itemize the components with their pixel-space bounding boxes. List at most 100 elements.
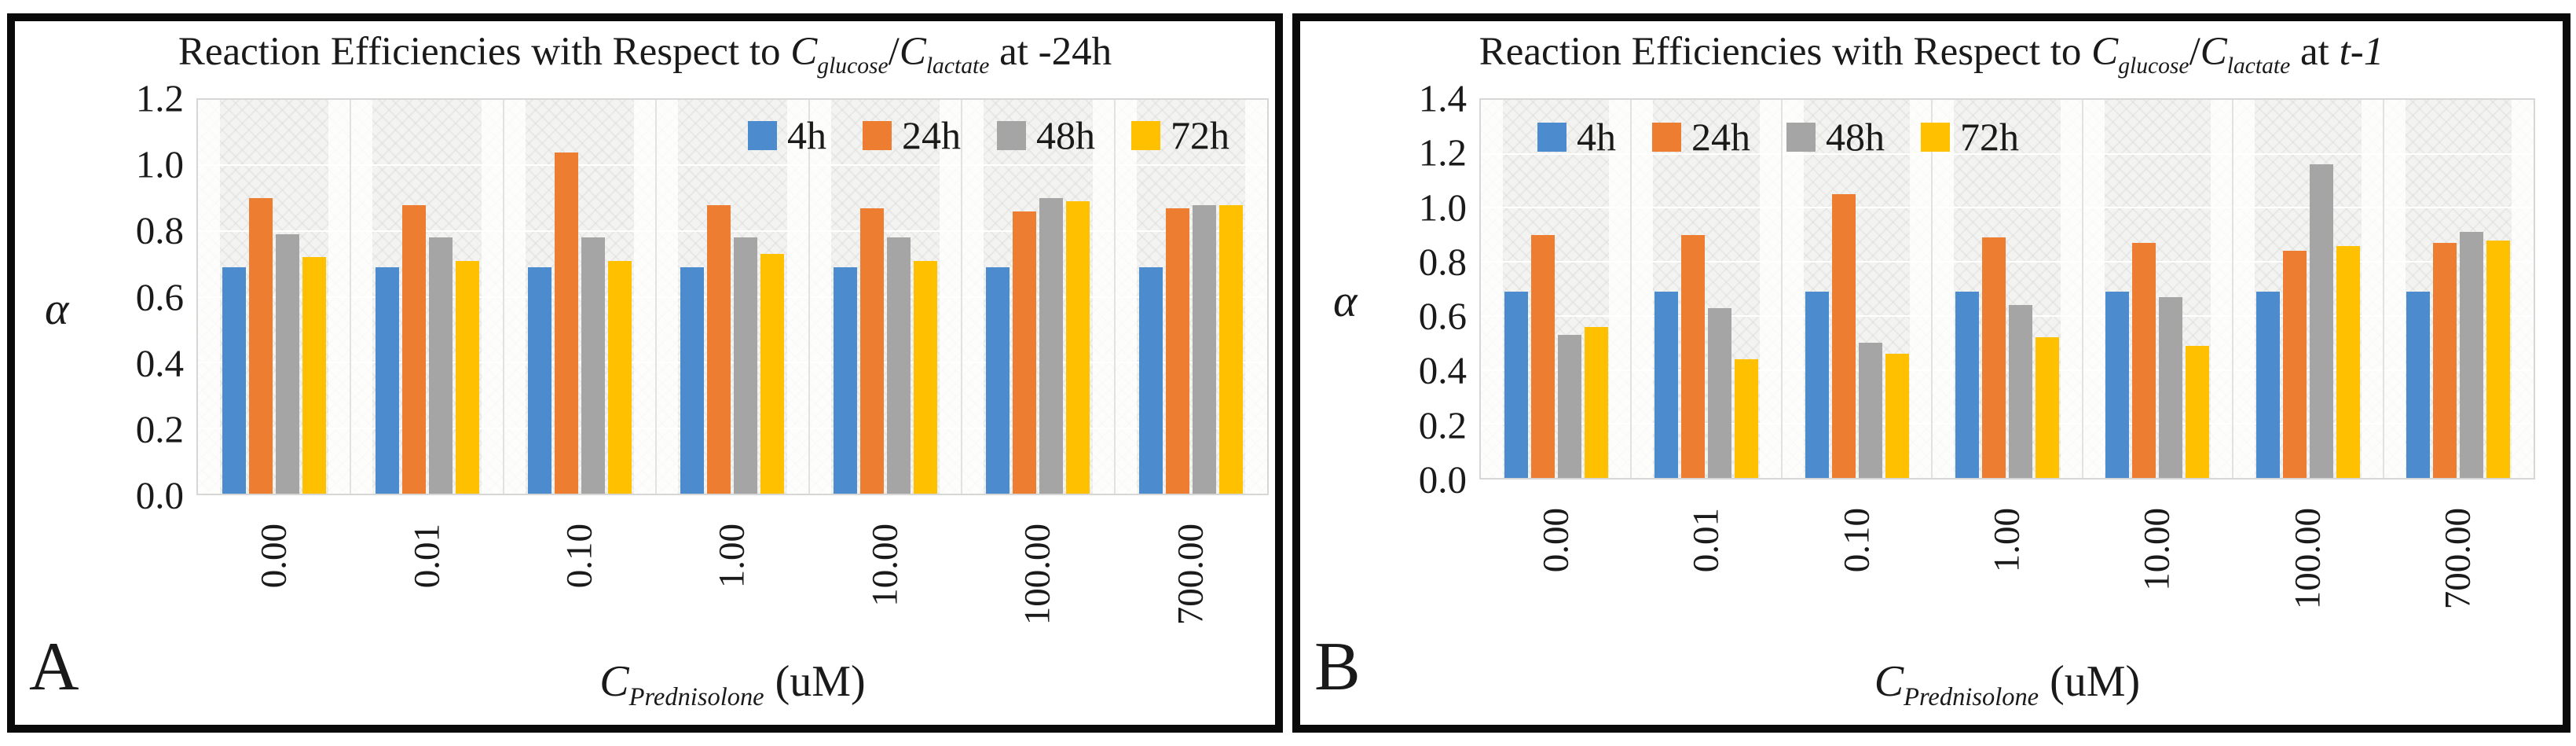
x-axis-title-unit: (uM) bbox=[764, 657, 866, 706]
category-gap-band bbox=[1481, 100, 1503, 478]
bar-48h-10.00 bbox=[2159, 296, 2183, 478]
bar-72h-1.00 bbox=[2035, 337, 2059, 478]
legend-item-72h: 72h bbox=[1131, 116, 1229, 155]
legend-item-48h: 48h bbox=[997, 116, 1095, 155]
gridline-horizontal bbox=[1481, 207, 2534, 209]
bar-group-1.00: 1.00 bbox=[656, 100, 808, 588]
gridline-vertical bbox=[2382, 100, 2384, 478]
x-tick-label: 0.10 bbox=[1836, 508, 1878, 573]
bar-4h-0.00 bbox=[222, 266, 247, 494]
gridline-vertical bbox=[502, 100, 504, 494]
bar-72h-10.00 bbox=[2186, 345, 2210, 478]
x-tick-label: 0.00 bbox=[1535, 508, 1577, 573]
x-tick-label: 1.00 bbox=[1986, 508, 2028, 573]
y-axis-tick-labels: 1.4 1.2 1.0 0.8 0.6 0.4 0.2 0.0 bbox=[1357, 79, 1467, 499]
bar-72h-0.00 bbox=[302, 257, 327, 494]
legend-swatch-48h bbox=[997, 120, 1026, 150]
chart-title: Reaction Efficiencies with Respect to Cg… bbox=[15, 28, 1275, 79]
bar-72h-0.01 bbox=[455, 260, 479, 494]
gridline-vertical bbox=[2081, 100, 2083, 478]
legend-swatch-72h bbox=[1921, 122, 1950, 152]
bar-24h-10.00 bbox=[859, 208, 884, 494]
bar-4h-0.01 bbox=[1654, 291, 1679, 478]
bar-48h-700.00 bbox=[2460, 232, 2484, 478]
bar-24h-100.00 bbox=[2282, 251, 2307, 478]
bar-4h-700.00 bbox=[2406, 291, 2431, 478]
x-tick-label: 700.00 bbox=[2437, 508, 2479, 610]
bar-72h-10.00 bbox=[913, 260, 937, 494]
title-at: at bbox=[989, 30, 1039, 74]
legend-label-24h: 24h bbox=[1691, 115, 1750, 159]
bar-72h-1.00 bbox=[760, 254, 785, 494]
bar-72h-100.00 bbox=[1066, 201, 1090, 494]
legend-label-48h: 48h bbox=[1826, 115, 1885, 159]
legend-item-4h: 4h bbox=[748, 116, 826, 155]
bar-48h-0.00 bbox=[276, 234, 300, 494]
legend-swatch-24h bbox=[863, 120, 892, 150]
bar-4h-0.10 bbox=[528, 266, 552, 494]
bar-48h-1.00 bbox=[2008, 305, 2032, 478]
gridline-vertical bbox=[655, 100, 658, 494]
bar-group-0.10: 0.10 bbox=[1782, 100, 1932, 572]
bar-24h-1.00 bbox=[707, 204, 731, 494]
bar-group-100.00: 100.00 bbox=[962, 100, 1114, 625]
legend-item-4h: 4h bbox=[1537, 117, 1616, 156]
bar-4h-1.00 bbox=[1955, 291, 1979, 478]
panel-a: Reaction Efficiencies with Respect to Cg… bbox=[7, 13, 1283, 733]
bar-group-0.01: 0.01 bbox=[1631, 100, 1781, 572]
x-tick-label: 700.00 bbox=[1170, 524, 1211, 626]
y-tick-label: 1.4 bbox=[1418, 76, 1467, 120]
x-axis-title-subscript: Prednisolone bbox=[628, 683, 764, 712]
bar-4h-10.00 bbox=[2105, 291, 2130, 478]
bar-group-0.00: 0.00 bbox=[1481, 100, 1631, 572]
plot-area: 0.00 0.01 0.10 1.00 10.00 100.00 700.00 4h 24h 48… bbox=[196, 98, 1269, 625]
legend-label-4h: 4h bbox=[787, 113, 826, 157]
gridline-horizontal bbox=[1481, 261, 2534, 263]
bar-group-700.00: 700.00 bbox=[1115, 100, 1267, 625]
category-gap-band bbox=[2512, 100, 2534, 478]
x-tick-label: 0.01 bbox=[1685, 508, 1727, 573]
legend-label-4h: 4h bbox=[1577, 115, 1616, 159]
y-axis-label: α bbox=[45, 283, 69, 334]
y-tick-label: 0.6 bbox=[1418, 294, 1467, 338]
y-tick-label: 1.2 bbox=[1418, 130, 1467, 175]
bar-group-10.00: 10.00 bbox=[809, 100, 962, 607]
bar-24h-700.00 bbox=[1165, 208, 1189, 494]
gridline-horizontal bbox=[198, 427, 1267, 429]
bar-group-0.10: 0.10 bbox=[504, 100, 656, 588]
x-axis-title: CPrednisolone (uM) bbox=[196, 657, 1269, 710]
bar-24h-0.10 bbox=[1831, 194, 1856, 478]
x-axis-title-var: C bbox=[1874, 657, 1904, 706]
gridline-horizontal bbox=[1481, 314, 2534, 317]
gridline-vertical bbox=[1931, 100, 1933, 478]
y-tick-label: 0.4 bbox=[135, 341, 184, 385]
bar-72h-100.00 bbox=[2336, 245, 2360, 478]
legend-item-72h: 72h bbox=[1921, 117, 2019, 156]
legend-swatch-4h bbox=[748, 120, 777, 150]
gridline-vertical bbox=[350, 100, 352, 494]
x-tick-label: 0.01 bbox=[406, 524, 448, 589]
bar-72h-0.10 bbox=[608, 260, 632, 494]
gridline-vertical bbox=[808, 100, 810, 494]
title-var1: C bbox=[2091, 30, 2119, 74]
title-var2: C bbox=[899, 30, 926, 74]
bar-72h-0.01 bbox=[1735, 358, 1759, 478]
bar-4h-10.00 bbox=[833, 266, 857, 494]
bar-4h-100.00 bbox=[2255, 291, 2280, 478]
gridline-horizontal bbox=[1481, 423, 2534, 425]
x-tick-label: 0.00 bbox=[253, 524, 295, 589]
bar-48h-0.01 bbox=[428, 237, 453, 494]
legend-swatch-24h bbox=[1652, 122, 1681, 152]
x-tick-label: 10.00 bbox=[2136, 508, 2178, 591]
bar-48h-700.00 bbox=[1192, 204, 1216, 494]
panel-letter: B bbox=[1314, 629, 1361, 705]
bar-24h-0.01 bbox=[1681, 234, 1706, 478]
x-tick-label: 100.00 bbox=[2287, 508, 2329, 610]
bar-72h-0.00 bbox=[1584, 326, 1608, 478]
title-prefix: Reaction Efficiencies with Respect to bbox=[1479, 30, 2092, 74]
bar-48h-100.00 bbox=[1039, 198, 1064, 494]
legend-swatch-4h bbox=[1537, 122, 1566, 152]
title-var1-subscript: glucose bbox=[817, 53, 889, 79]
x-tick-label: 10.00 bbox=[864, 524, 906, 607]
